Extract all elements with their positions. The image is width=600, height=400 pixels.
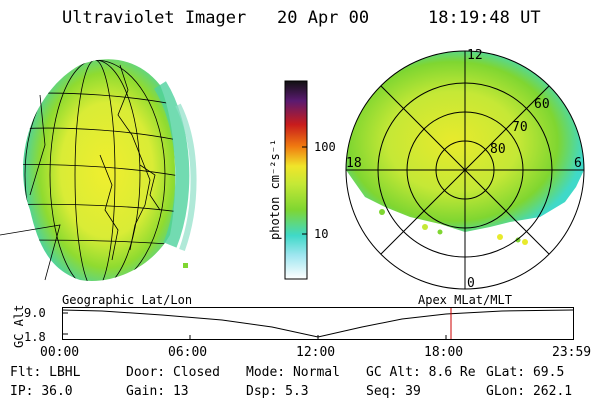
colorbar-tick-10: 10	[314, 227, 329, 241]
mlt-label-18: 18	[346, 156, 362, 171]
time-tick-2: 12:00	[296, 345, 336, 360]
altitude-plot	[62, 307, 574, 340]
mlt-label-6: 6	[574, 156, 582, 171]
instrument-title: Ultraviolet Imager	[62, 8, 247, 28]
time-tick-1: 06:00	[168, 345, 208, 360]
mlat-label-80: 80	[490, 142, 506, 157]
info-glon: GLon: 262.1	[486, 384, 573, 399]
info-door: Door: Closed	[126, 365, 220, 380]
info-gain: Gain: 13	[126, 384, 189, 399]
apex-map-label: Apex MLat/MLT	[418, 293, 512, 307]
geographic-image	[0, 59, 197, 281]
time-tick-0: 00:00	[40, 345, 80, 360]
time-tick-3: 18:00	[424, 345, 464, 360]
mlat-label-60: 60	[534, 97, 550, 112]
info-mode: Mode: Normal	[246, 365, 340, 380]
geographic-map-label: Geographic Lat/Lon	[62, 293, 193, 307]
mlt-label-12: 12	[467, 48, 483, 63]
time-tick-4: 23:59	[552, 345, 592, 360]
colorbar	[284, 80, 308, 280]
altitude-tick-1-8: 1.8	[24, 330, 46, 344]
mlat-label-70: 70	[512, 120, 528, 135]
info-gc-alt: GC Alt: 8.6 Re	[366, 365, 476, 380]
info-ip: IP: 36.0	[10, 384, 73, 399]
date-label: 20 Apr 00	[277, 8, 370, 28]
mlt-label-0: 0	[467, 276, 475, 291]
colorbar-tick-100: 100	[314, 140, 336, 154]
colorbar-unit-label: photon cm⁻²s⁻¹	[268, 138, 282, 240]
info-dsp: Dsp: 5.3	[246, 384, 309, 399]
altitude-tick-9: 9.0	[24, 306, 46, 320]
polar-plot	[345, 50, 585, 290]
info-seq: Seq: 39	[366, 384, 421, 399]
info-glat: GLat: 69.5	[486, 365, 565, 380]
info-flt: Flt: LBHL	[10, 365, 81, 380]
time-label: 18:19:48 UT	[428, 8, 541, 28]
